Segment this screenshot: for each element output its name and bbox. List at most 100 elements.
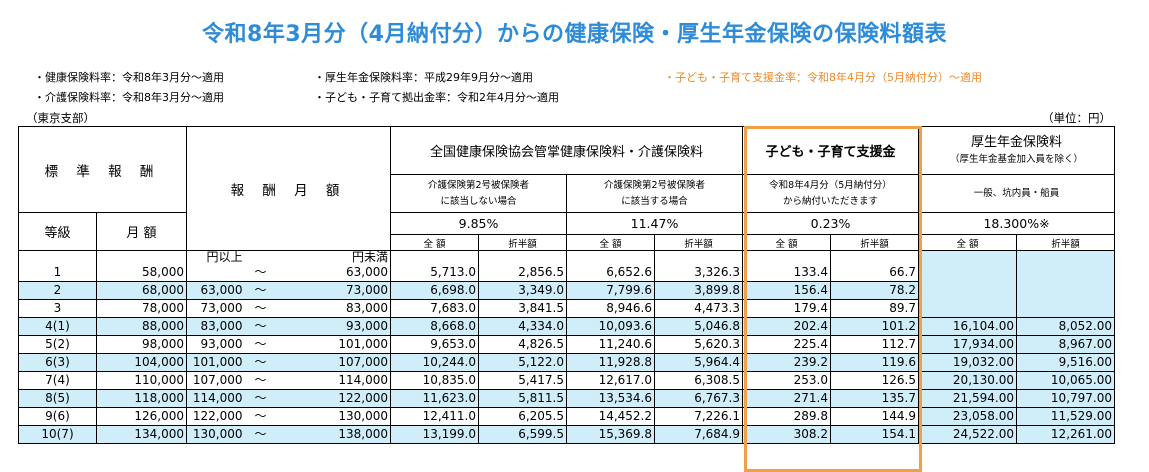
- unit-label: （単位：円）: [1042, 111, 1111, 125]
- table-body: 1 58,000 円以上～円未満 63,000 5,713.0 2,856.5 6,652.…: [18, 250, 1115, 444]
- range-from-cell: 130,000: [186, 425, 245, 444]
- range-tilde: ～: [244, 335, 277, 354]
- table-row: 2 68,000 63,000 ～ 73,000 6,698.0 3,349.0 7,799.…: [18, 281, 1115, 300]
- range-from-cell: 円以上: [186, 250, 245, 282]
- care-half-cell: 3,899.8: [654, 281, 743, 300]
- pension-full-cell: 20,130.00: [918, 371, 1017, 390]
- pension-full-cell: 21,594.00: [918, 389, 1017, 408]
- care-half-header: 折半額: [654, 234, 743, 251]
- pension-half-cell: [1016, 250, 1115, 282]
- pension-full-header: 全 額: [918, 234, 1017, 251]
- grade-cell: 10(7): [18, 425, 97, 444]
- care-half-cell: 6,767.3: [654, 389, 743, 408]
- child-half-cell: 101.2: [830, 317, 919, 336]
- health-full-cell: 10,244.0: [390, 353, 479, 372]
- child-half-cell: 78.2: [830, 281, 919, 300]
- table-row: 8(5) 118,000 114,000 ～ 122,000 11,623.0 5,811.…: [18, 389, 1115, 408]
- pension-half-header: 折半額: [1016, 234, 1115, 251]
- range-tilde: ～: [244, 250, 277, 282]
- monthly-amount-cell: 126,000: [96, 407, 187, 426]
- standard-remuneration-header: 標 準 報 酬: [18, 126, 187, 213]
- table-row: 6(3) 104,000 101,000 ～ 107,000 10,244.0 5,122.…: [18, 353, 1115, 372]
- child-half-cell: 144.9: [830, 407, 919, 426]
- health-half-header: 折半額: [478, 234, 567, 251]
- pension-group-title: 厚生年金保険料: [970, 134, 1062, 150]
- child-rate: 0.23%: [742, 212, 919, 235]
- range-to-value: 63,000: [346, 265, 388, 279]
- care-full-cell: 11,240.6: [566, 335, 655, 354]
- health-half-cell: 3,841.5: [478, 299, 567, 318]
- care-full-header: 全 額: [566, 234, 655, 251]
- range-from-cell: 63,000: [186, 281, 245, 300]
- range-to-cell: 138,000: [276, 425, 391, 444]
- child-full-cell: 179.4: [742, 299, 831, 318]
- child-support-note: ・子ども・子育て支援金率：令和8年4月分（5月納付分）～適用: [664, 71, 982, 84]
- monthly-amount-cell: 110,000: [96, 371, 187, 390]
- monthly-amount-cell: 68,000: [96, 281, 187, 300]
- child-half-cell: 89.7: [830, 299, 919, 318]
- care-half-cell: 5,964.4: [654, 353, 743, 372]
- pension-full-cell: 16,104.00: [918, 317, 1017, 336]
- range-to-cell: 円未満 63,000: [276, 250, 391, 282]
- pension-half-cell: 10,797.00: [1016, 389, 1115, 408]
- monthly-amount-cell: 104,000: [96, 353, 187, 372]
- grade-cell: 8(5): [18, 389, 97, 408]
- care-half-cell: 5,620.3: [654, 335, 743, 354]
- child-full-cell: 253.0: [742, 371, 831, 390]
- health-half-cell: 5,122.0: [478, 353, 567, 372]
- child-period-header: 令和8年4月分（5月納付分） から納付いただきます: [742, 174, 919, 213]
- health-full-cell: 6,698.0: [390, 281, 479, 300]
- monthly-amount-header: 月 額: [96, 212, 187, 251]
- health-group-header: 全国健康保険協会管掌健康保険料・介護保険料: [390, 126, 743, 175]
- child-full-cell: 225.4: [742, 335, 831, 354]
- health-half-cell: 2,856.5: [478, 250, 567, 282]
- pension-group-subtitle: （厚生年金基金加入員を除く）: [949, 153, 1083, 165]
- health-full-cell: 13,199.0: [390, 425, 479, 444]
- care-full-cell: 6,652.6: [566, 250, 655, 282]
- care-half-cell: 5,046.8: [654, 317, 743, 336]
- health-full-header: 全 額: [390, 234, 479, 251]
- care-full-cell: 10,093.6: [566, 317, 655, 336]
- range-from-cell: 107,000: [186, 371, 245, 390]
- child-full-cell: 289.8: [742, 407, 831, 426]
- health-half-cell: 6,205.5: [478, 407, 567, 426]
- child-group-header: 子ども・子育て支援金: [742, 126, 919, 175]
- table-row: 3 78,000 73,000 ～ 83,000 7,683.0 3,841.5 8,946.…: [18, 299, 1115, 318]
- grade-cell: 4(1): [18, 317, 97, 336]
- premium-table: 標 準 報 酬 報 酬 月 額 全国健康保険協会管掌健康保険料・介護保険料 子ど…: [18, 126, 1115, 444]
- range-to-cell: 83,000: [276, 299, 391, 318]
- child-half-cell: 119.6: [830, 353, 919, 372]
- range-tilde: ～: [244, 371, 277, 390]
- range-to-label: 円未満: [351, 250, 388, 264]
- care-header: 介護保険第2号被保険者 に該当する場合: [566, 174, 743, 213]
- care-full-cell: 7,799.6: [566, 281, 655, 300]
- care-full-cell: 15,369.8: [566, 425, 655, 444]
- pension-type-header: 一般、坑内員・船員: [918, 174, 1115, 213]
- child-half-cell: 154.1: [830, 425, 919, 444]
- pension-half-cell: 11,529.00: [1016, 407, 1115, 426]
- child-full-cell: 156.4: [742, 281, 831, 300]
- child-full-cell: 308.2: [742, 425, 831, 444]
- care-half-cell: 3,326.3: [654, 250, 743, 282]
- health-half-cell: 4,826.5: [478, 335, 567, 354]
- child-half-header: 折半額: [830, 234, 919, 251]
- health-half-cell: 5,811.5: [478, 389, 567, 408]
- range-tilde: ～: [244, 281, 277, 300]
- health-full-cell: 8,668.0: [390, 317, 479, 336]
- health-full-cell: 5,713.0: [390, 250, 479, 282]
- pension-rate: 18.300%※: [918, 212, 1115, 235]
- range-to-cell: 73,000: [276, 281, 391, 300]
- pension-half-cell: [1016, 281, 1115, 300]
- pension-full-cell: 17,934.00: [918, 335, 1017, 354]
- monthly-amount-cell: 118,000: [96, 389, 187, 408]
- range-from-label: 円以上: [206, 250, 243, 264]
- table-row: 10(7) 134,000 130,000 ～ 138,000 13,199.0 6,599…: [18, 425, 1115, 444]
- care-full-cell: 13,534.6: [566, 389, 655, 408]
- pension-full-cell: [918, 299, 1017, 318]
- care-half-cell: 7,684.9: [654, 425, 743, 444]
- pension-full-cell: 19,032.00: [918, 353, 1017, 372]
- pension-full-cell: [918, 250, 1017, 282]
- range-to-cell: 130,000: [276, 407, 391, 426]
- grade-cell: 5(2): [18, 335, 97, 354]
- child-half-cell: 126.5: [830, 371, 919, 390]
